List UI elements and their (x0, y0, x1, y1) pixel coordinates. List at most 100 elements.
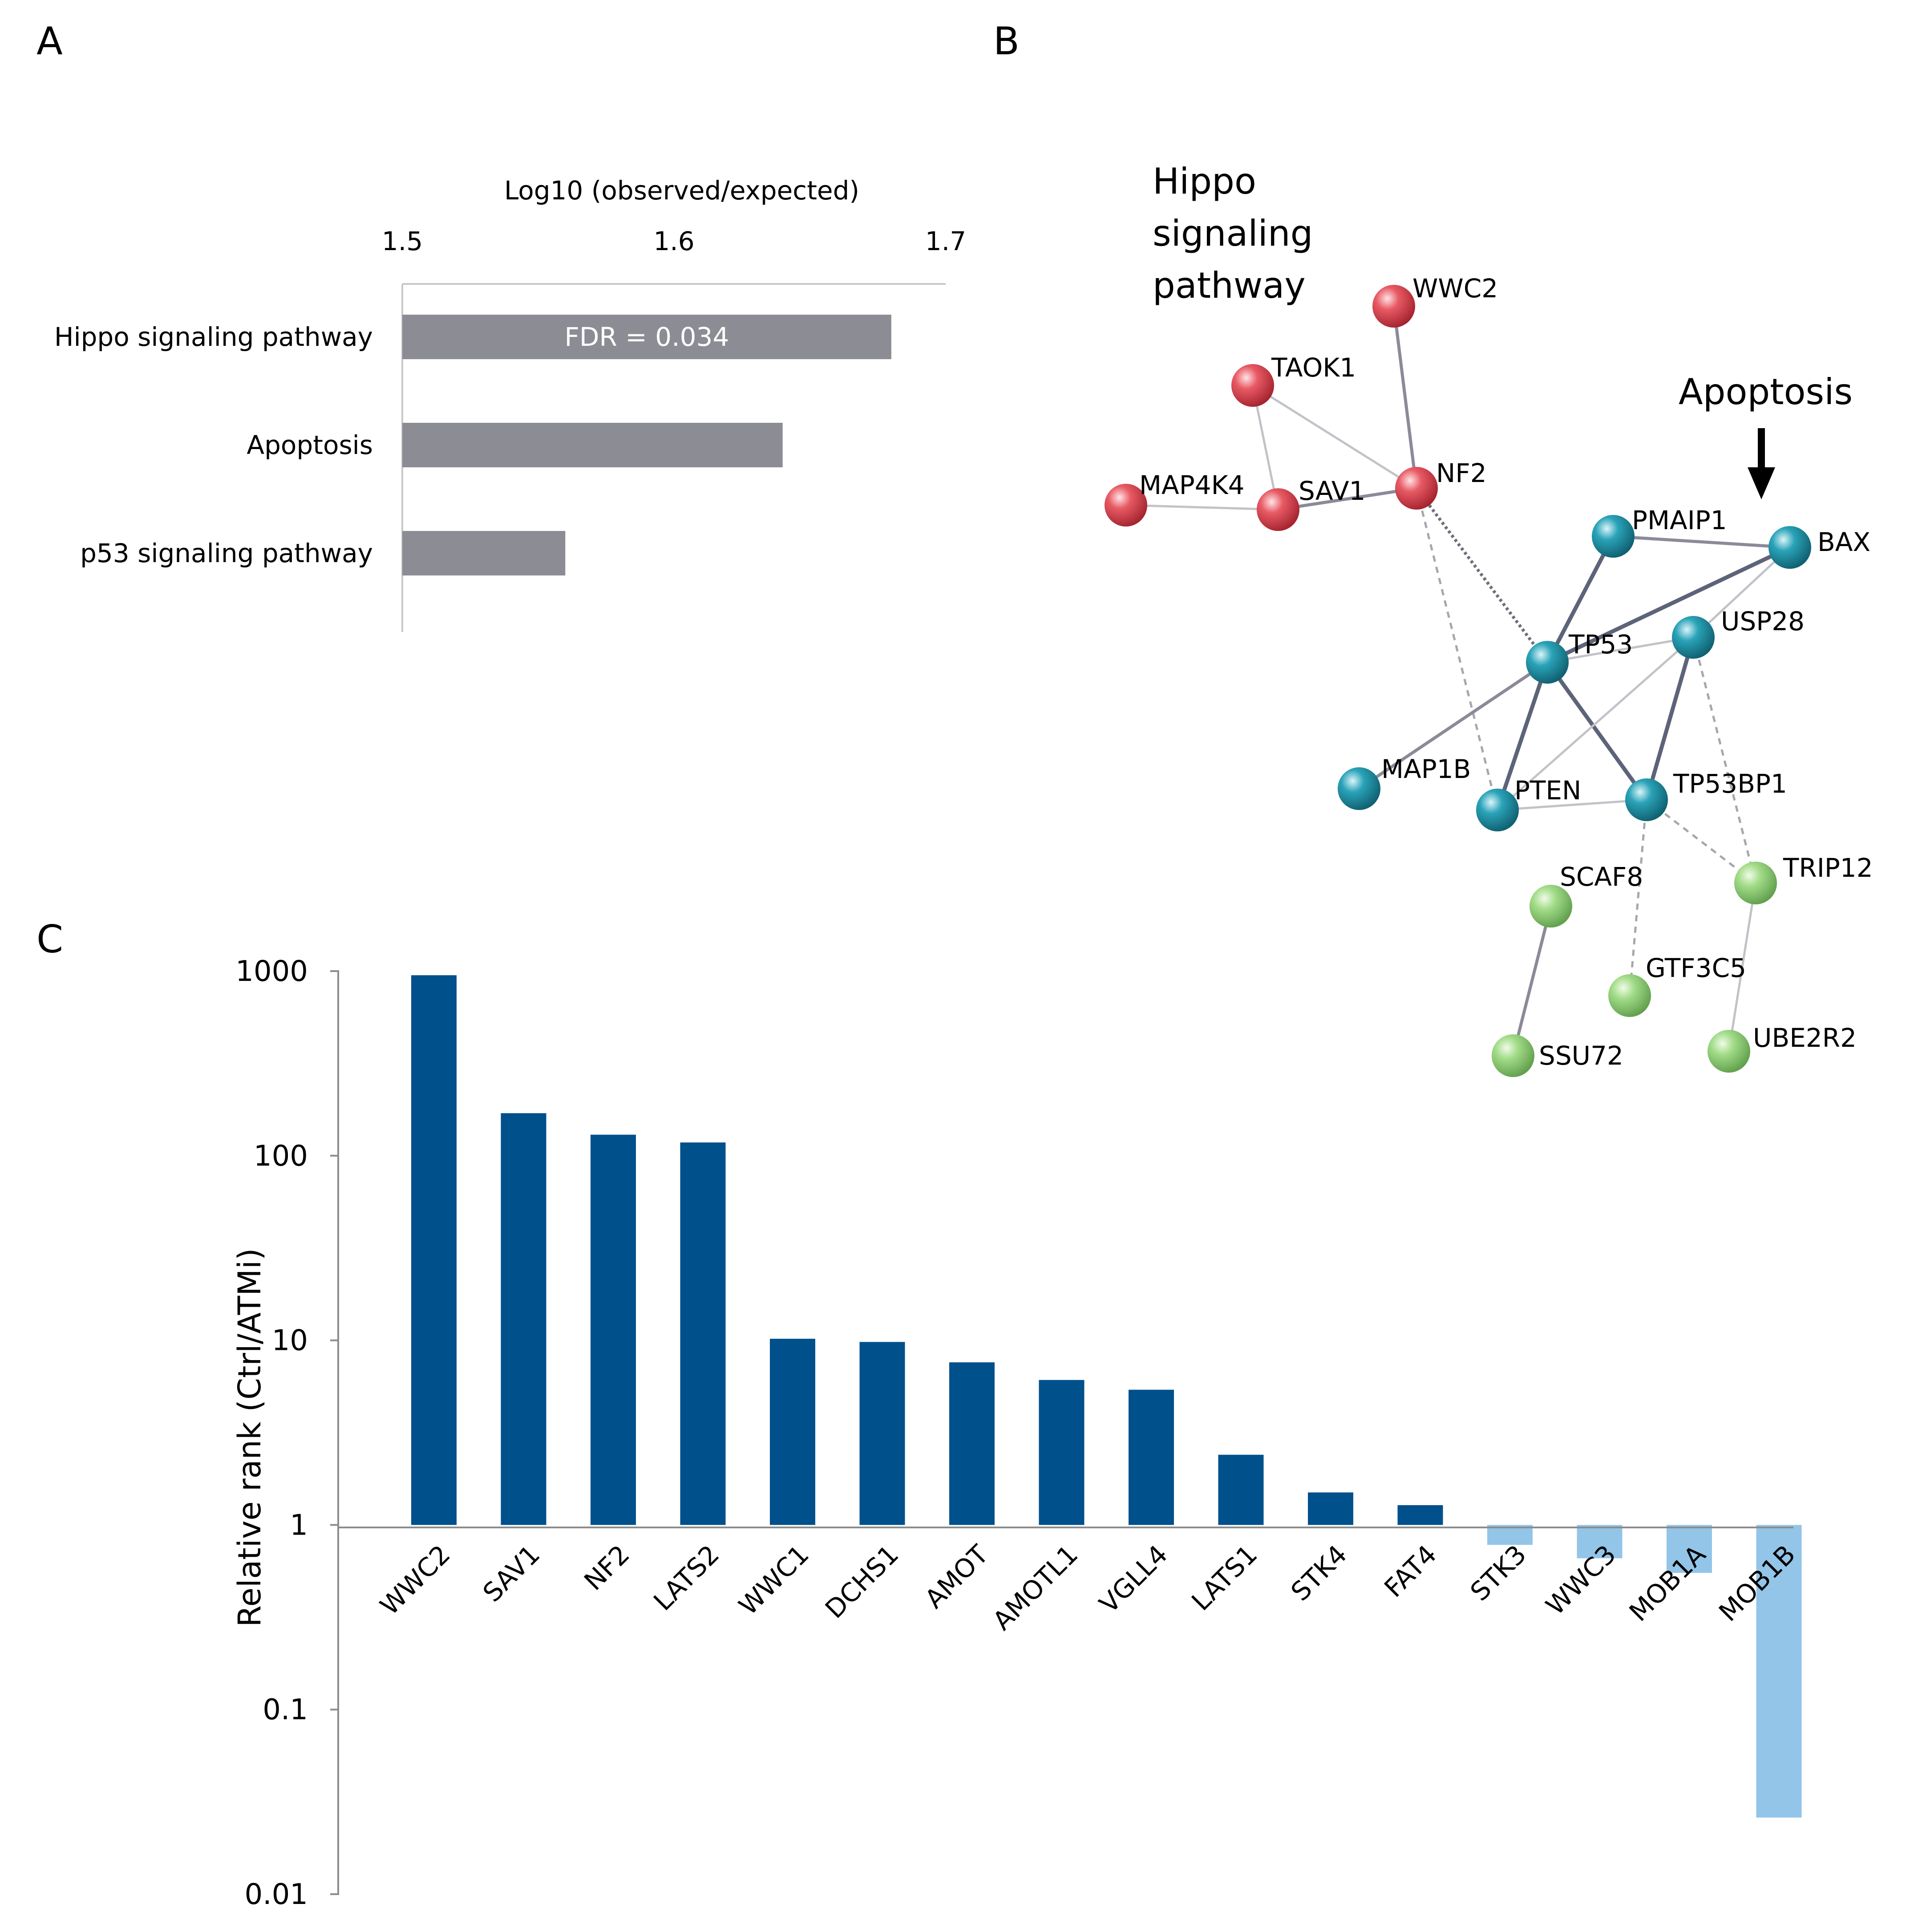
network-node-sphere (1530, 885, 1572, 928)
network-node-sphere (1492, 1034, 1534, 1077)
network-node-label: SCAF8 (1560, 862, 1643, 892)
network-edge (1497, 798, 1647, 811)
network-node-label: USP28 (1721, 606, 1805, 636)
network-node-sphere (1672, 616, 1715, 659)
network-edge (1495, 661, 1550, 811)
network-node-label: PTEN (1514, 775, 1581, 806)
chart-c-category-label: LATS1 (1186, 1539, 1263, 1616)
chart-c-y-tick-label: 0.01 (245, 1878, 308, 1911)
chart-c-y-tick-label: 0.1 (263, 1693, 308, 1726)
chart-a-bar (402, 423, 783, 467)
network-edge (1358, 661, 1548, 790)
chart-c-bar (949, 1362, 995, 1525)
network-node-sphere (1338, 767, 1380, 810)
network-node-nf2: NF2 (1395, 458, 1487, 510)
network-node-pten: PTEN (1476, 775, 1581, 831)
network-node-tp53bp1: TP53BP1 (1625, 769, 1787, 821)
network-node-sphere (1231, 364, 1274, 407)
network-node-label: GTF3C5 (1646, 953, 1746, 983)
network-node-sphere (1105, 484, 1147, 527)
network-node-taok1: TAOK1 (1231, 352, 1356, 407)
network-node-sav1: SAV1 (1257, 476, 1365, 531)
network-node-scaf8: SCAF8 (1530, 862, 1643, 928)
network-node-wwc2: WWC2 (1372, 273, 1498, 328)
network-node-sphere (1526, 641, 1569, 684)
chart-c-bar (1577, 1525, 1623, 1559)
hippo-group-label-line1: Hippo (1153, 161, 1256, 202)
chart-c-y-tick-label: 10 (272, 1324, 308, 1357)
chart-c-category-label: LATS2 (647, 1539, 725, 1616)
chart-c-category-label: FAT4 (1378, 1539, 1442, 1603)
hippo-group-label-line2: signaling (1153, 213, 1313, 254)
chart-c-bar (1129, 1389, 1174, 1525)
network-edge (1252, 384, 1417, 490)
network-edge (1644, 636, 1695, 801)
panel-b-letter: B (993, 19, 1020, 64)
network-node-gtf3c5: GTF3C5 (1608, 953, 1746, 1017)
network-node-label: PMAIP1 (1632, 505, 1727, 535)
chart-c-y-axis-label: Relative rank (Ctrl/ATMi) (231, 1248, 268, 1627)
network-edge (1125, 504, 1279, 511)
chart-a-bar (402, 315, 891, 359)
chart-c-bar (1756, 1525, 1802, 1818)
chart-c-category-label: AMOT (919, 1539, 994, 1614)
network-node-ssu72: SSU72 (1492, 1034, 1623, 1077)
chart-c-bar (770, 1339, 815, 1525)
chart-c-y-tick-label: 100 (254, 1140, 308, 1173)
network-node-sphere (1592, 515, 1635, 558)
network-edge (1278, 486, 1417, 511)
network-edge (1511, 906, 1553, 1056)
network-edge (1628, 799, 1648, 996)
network-edge (1497, 636, 1694, 811)
chart-a-x-axis-label: Log10 (observed/expected) (504, 175, 859, 206)
network-edge (1415, 488, 1499, 810)
panel-c-letter: C (36, 917, 63, 962)
network-node-label: SAV1 (1299, 476, 1365, 506)
chart-c-bar (1308, 1492, 1353, 1525)
network-edge (1728, 883, 1757, 1052)
chart-a-bar (402, 531, 566, 575)
chart-a-category-label: Hippo signaling pathway (54, 322, 373, 352)
network-node-usp28: USP28 (1672, 606, 1805, 659)
chart-c-bar (1667, 1525, 1712, 1573)
chart-c-category-label: VGLL4 (1093, 1539, 1173, 1619)
chart-a-x-tick-label: 1.7 (925, 226, 966, 256)
network-node-sphere (1395, 467, 1438, 510)
network-node-label: NF2 (1436, 458, 1487, 488)
chart-c-bar (859, 1342, 905, 1525)
chart-c-bar (680, 1142, 726, 1525)
chart-c-category-label: NF2 (578, 1539, 635, 1596)
chart-a-category-label: p53 signaling pathway (80, 538, 373, 568)
network-node-tp53: TP53 (1526, 629, 1633, 684)
network-edge (1546, 661, 1648, 801)
network-node-label: MAP4K4 (1139, 470, 1245, 500)
network-node-label: TP53 (1568, 629, 1633, 660)
chart-c-y-tick-label: 1 (290, 1509, 308, 1542)
network-node-map4k4: MAP4K4 (1105, 470, 1245, 527)
panel-a-letter: A (36, 19, 63, 64)
hippo-group-label-line3: pathway (1153, 265, 1306, 306)
protein-network: Hippo signaling pathway Apoptosis (1105, 161, 1873, 1077)
relative-rank-bar-chart: Relative rank (Ctrl/ATMi) 1000 100 10 1 0.1 0… (231, 955, 1802, 1911)
chart-a-x-tick-label: 1.5 (382, 226, 423, 256)
network-node-label: TP53BP1 (1673, 769, 1787, 799)
chart-c-category-label: SAV1 (477, 1539, 546, 1608)
network-node-sphere (1476, 789, 1519, 831)
chart-a-fdr-annotation: FDR = 0.034 (565, 322, 729, 352)
network-edge (1546, 535, 1615, 664)
network-node-sphere (1608, 974, 1651, 1017)
network-edge (1692, 547, 1791, 638)
network-node-map1b: MAP1B (1338, 754, 1471, 810)
network-node-label: BAX (1817, 527, 1870, 557)
apoptosis-group-label: Apoptosis (1679, 371, 1853, 413)
network-node-sphere (1372, 285, 1415, 328)
chart-c-category-label: WWC2 (374, 1539, 456, 1621)
chart-c-category-label: AMOTL1 (987, 1539, 1084, 1636)
chart-c-category-label: WWC1 (733, 1539, 815, 1621)
network-edge (1546, 545, 1791, 664)
network-node-sphere (1625, 778, 1668, 821)
network-edge (1415, 487, 1549, 664)
chart-c-bar (591, 1134, 636, 1525)
network-node-label: TAOK1 (1271, 352, 1356, 383)
network-node-sphere (1708, 1030, 1750, 1073)
